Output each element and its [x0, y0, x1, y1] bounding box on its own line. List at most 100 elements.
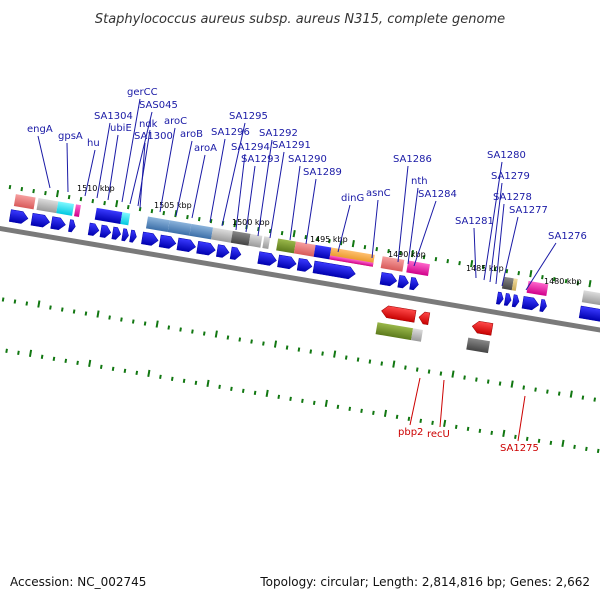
feature-box: [262, 236, 271, 250]
tick-mark: [103, 200, 106, 206]
feature-box: [526, 280, 549, 297]
tick-mark: [60, 307, 64, 312]
leader-line: [413, 200, 437, 267]
tick-mark: [297, 347, 301, 352]
tick-mark: [40, 354, 44, 359]
reverse-feature-box: [375, 322, 414, 341]
leader-line: [66, 142, 69, 193]
gene-label: SA1278: [493, 192, 532, 203]
forward-gene-arrow: [397, 275, 409, 289]
gene-label: ndk: [139, 119, 158, 130]
tick-mark: [410, 250, 415, 258]
tick-mark: [514, 434, 517, 440]
leader-line: [159, 127, 176, 213]
forward-gene-arrow: [141, 231, 159, 246]
gene-label: SA1300: [134, 131, 173, 142]
tick-mark: [585, 446, 588, 452]
gene-label: SA1295: [229, 111, 268, 122]
tick-mark: [481, 264, 485, 270]
tick-mark: [375, 246, 379, 252]
gene-label: recU: [427, 429, 450, 440]
tick-mark: [84, 311, 88, 316]
tick-mark: [321, 351, 324, 356]
tick-mark: [434, 256, 438, 262]
tick-mark: [348, 406, 352, 411]
leader-line: [439, 379, 445, 428]
gene-label: SA1280: [487, 150, 526, 161]
tick-mark: [380, 361, 384, 366]
tick-mark: [557, 391, 561, 396]
tick-mark: [49, 305, 52, 310]
tick-mark: [534, 387, 537, 392]
tick-mark: [280, 230, 284, 236]
tick-mark: [8, 184, 12, 190]
tick-mark: [522, 385, 526, 390]
gene-label: aroC: [164, 116, 187, 127]
tick-mark: [238, 337, 242, 342]
tick-mark: [529, 270, 533, 278]
tick-mark: [162, 210, 166, 216]
gene-label: SA1284: [418, 189, 457, 200]
tick-mark: [446, 258, 450, 264]
leader-line: [489, 182, 503, 283]
tick-mark: [573, 444, 576, 450]
tick-mark: [505, 269, 509, 274]
tick-mark: [363, 244, 367, 250]
tick-mark: [253, 390, 257, 395]
forward-gene-arrow: [215, 244, 230, 258]
tick-mark: [170, 376, 174, 381]
gene-label: SA1296: [211, 127, 250, 138]
feature-box: [511, 278, 518, 291]
tick-mark: [301, 398, 304, 403]
gene-label: SA1277: [509, 205, 548, 216]
tick-mark: [99, 364, 103, 369]
leader-line: [397, 165, 409, 263]
tick-mark: [383, 409, 388, 418]
tick-mark: [143, 321, 147, 326]
tick-mark: [475, 377, 478, 382]
forward-gene-arrow: [511, 294, 520, 308]
tick-mark: [593, 397, 597, 402]
gene-label: engA: [27, 124, 53, 135]
tick-mark: [44, 190, 47, 196]
leader-line: [409, 377, 421, 426]
leader-line: [407, 187, 419, 265]
leader-line: [139, 142, 146, 209]
forward-gene-arrow: [129, 229, 137, 243]
feature-box: [406, 260, 430, 277]
tick-mark: [150, 208, 154, 214]
leader-line: [517, 395, 526, 442]
tick-mark: [194, 380, 198, 385]
tick-mark: [159, 374, 162, 379]
kbp-label: 1510 kbp: [77, 184, 115, 193]
feature-box: [36, 198, 59, 214]
tick-mark: [336, 404, 340, 409]
feature-box: [94, 207, 123, 225]
forward-gene-labels: engA gpsA hu SA1304 ubiE gerCC SAS045 nd…: [27, 87, 587, 242]
leader-line: [221, 122, 246, 227]
tick-mark: [561, 439, 565, 448]
tick-mark: [230, 386, 233, 391]
leader-line: [495, 203, 505, 285]
kbp-label: 1500 kbp: [232, 218, 270, 227]
tick-mark: [309, 349, 313, 354]
leader-line: [96, 122, 111, 199]
tick-mark: [422, 254, 426, 260]
gene-label: gpsA: [58, 131, 83, 142]
tick-mark: [273, 340, 278, 348]
tick-mark: [17, 350, 20, 355]
tick-mark: [324, 399, 328, 407]
reverse-gene-arrow: [381, 305, 417, 323]
forward-gene-arrow: [277, 254, 297, 270]
leader-line: [129, 111, 153, 205]
leader-line: [257, 139, 273, 237]
forward-gene-arrow: [99, 224, 112, 238]
tick-mark: [96, 310, 100, 318]
gene-label: SA1294: [231, 142, 270, 153]
leader-lines: [37, 98, 557, 291]
tick-mark: [25, 301, 29, 306]
reverse-gene-arrow: [471, 320, 494, 336]
tick-mark: [292, 230, 296, 238]
tick-mark: [328, 238, 331, 244]
forward-gene-arrow: [8, 209, 29, 224]
